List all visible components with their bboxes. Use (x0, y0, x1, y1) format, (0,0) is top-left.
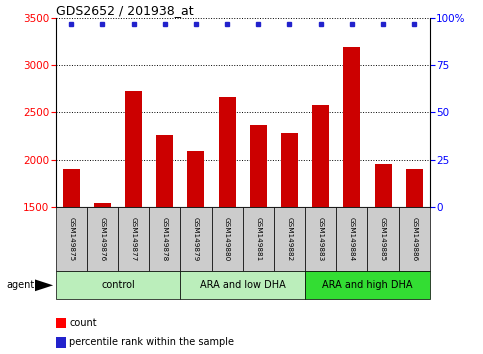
Text: agent: agent (6, 280, 34, 290)
Text: ARA and low DHA: ARA and low DHA (200, 280, 285, 290)
Text: GSM149886: GSM149886 (411, 217, 417, 261)
Bar (118, 207, 149, 271)
Bar (343, 47, 360, 207)
Bar (212, 207, 242, 271)
Bar (56, 271, 180, 299)
Text: GDS2652 / 201938_at: GDS2652 / 201938_at (56, 4, 193, 17)
Text: GSM149880: GSM149880 (224, 217, 230, 261)
Bar (125, 91, 142, 207)
Text: count: count (69, 318, 97, 328)
Text: GSM149882: GSM149882 (286, 217, 293, 261)
Bar (180, 271, 305, 299)
Bar (312, 105, 329, 207)
Text: GSM149881: GSM149881 (256, 217, 261, 261)
Text: control: control (101, 280, 135, 290)
Bar (56, 207, 87, 271)
Bar (336, 207, 368, 271)
Bar (242, 207, 274, 271)
Text: GSM149884: GSM149884 (349, 217, 355, 261)
Bar (63, 169, 80, 207)
Text: percentile rank within the sample: percentile rank within the sample (69, 337, 234, 347)
Bar (274, 207, 305, 271)
Bar (368, 207, 398, 271)
Bar (398, 207, 430, 271)
Bar (87, 207, 118, 271)
Text: GSM149879: GSM149879 (193, 217, 199, 261)
Text: GSM149875: GSM149875 (68, 217, 74, 261)
Bar (374, 164, 392, 207)
Bar (250, 125, 267, 207)
Bar (305, 271, 430, 299)
Bar (156, 135, 173, 207)
Bar (218, 97, 236, 207)
Text: GSM149883: GSM149883 (318, 217, 324, 261)
Bar (406, 169, 423, 207)
Text: GSM149877: GSM149877 (130, 217, 137, 261)
Bar (281, 133, 298, 207)
Bar (149, 207, 180, 271)
Polygon shape (35, 279, 53, 291)
Bar (94, 203, 111, 207)
Text: GSM149885: GSM149885 (380, 217, 386, 261)
Text: GSM149876: GSM149876 (99, 217, 105, 261)
Bar (305, 207, 336, 271)
Bar (187, 151, 204, 207)
Text: ARA and high DHA: ARA and high DHA (322, 280, 413, 290)
Text: GSM149878: GSM149878 (162, 217, 168, 261)
Bar (180, 207, 212, 271)
